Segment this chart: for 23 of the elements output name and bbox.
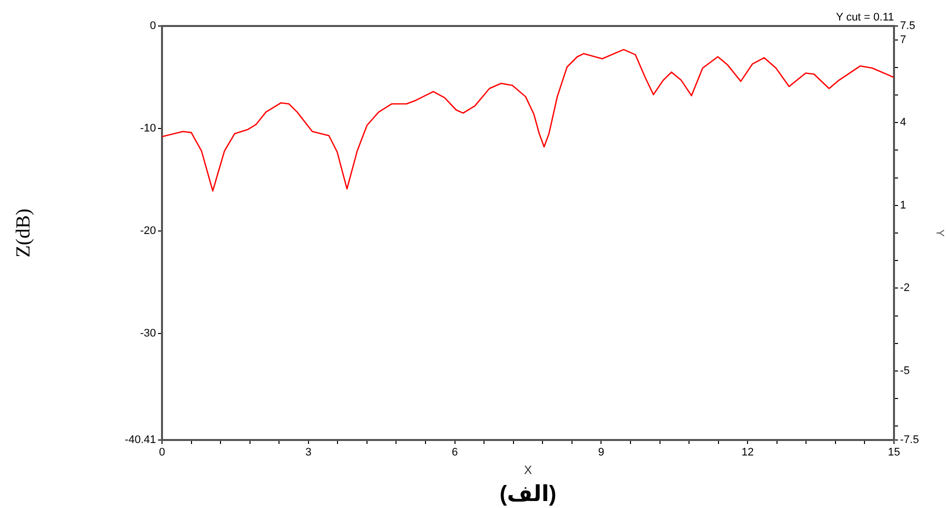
y-tick-label: -40.41 bbox=[124, 434, 156, 446]
y-tick-label: -10 bbox=[140, 122, 156, 134]
y-tick-label: -30 bbox=[140, 327, 156, 340]
y-tick-label: 0 bbox=[150, 20, 156, 32]
text: (الف) bbox=[500, 481, 556, 506]
y2-tick-label: 1 bbox=[900, 199, 906, 212]
y2-tick-label: -5 bbox=[900, 365, 910, 378]
y-tick-label: -20 bbox=[140, 224, 156, 237]
text: Y cut = 0.11 bbox=[836, 12, 894, 24]
y2-tick-label: 7.5 bbox=[900, 20, 916, 32]
y2-tick-label: -2 bbox=[900, 282, 910, 294]
x-axis-title: X bbox=[524, 463, 532, 478]
y2-tick-label: 4 bbox=[900, 116, 906, 129]
y-axis-title: Z(dB) bbox=[12, 208, 34, 258]
x-tick-label: 15 bbox=[888, 446, 900, 459]
y2-tick-label: -7.5 bbox=[900, 434, 919, 446]
x-tick-label: 6 bbox=[452, 446, 458, 459]
y2-axis-title: Y bbox=[933, 229, 946, 238]
x-tick-label: 0 bbox=[158, 446, 166, 459]
y2-tick-label: 7 bbox=[900, 34, 906, 46]
x-tick-label: 3 bbox=[305, 446, 312, 459]
x-tick-label: 12 bbox=[741, 446, 754, 459]
x-tick-label: 9 bbox=[598, 446, 604, 459]
